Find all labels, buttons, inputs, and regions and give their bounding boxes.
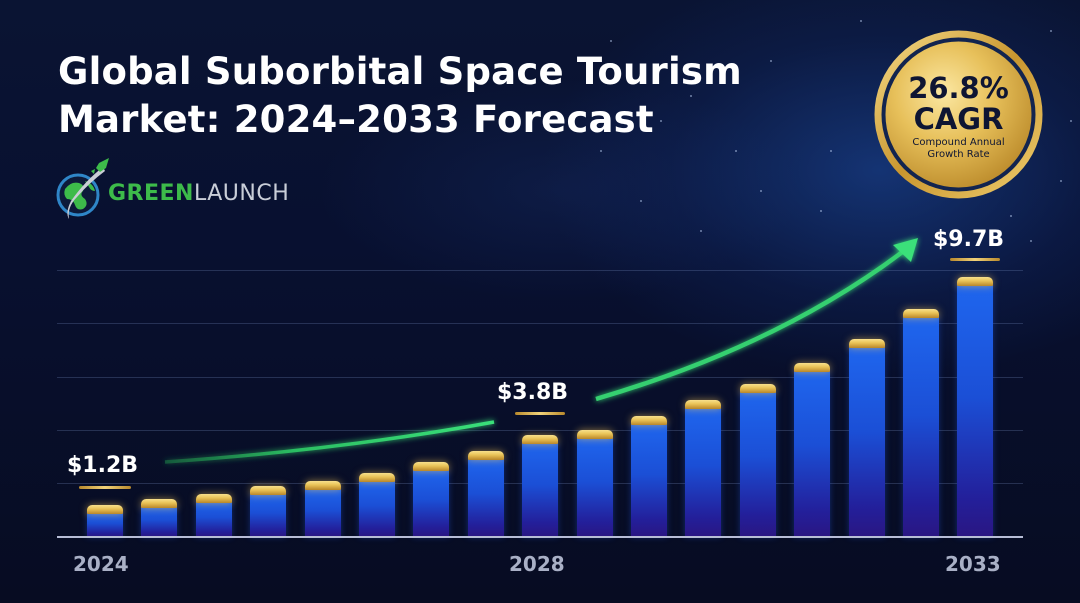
star — [600, 150, 602, 152]
star — [820, 210, 822, 212]
logo-text-green: GREEN — [108, 181, 194, 206]
bar — [359, 473, 395, 537]
star — [1070, 120, 1072, 122]
bar-gold-cap — [631, 416, 667, 425]
bar-gold-cap — [141, 499, 177, 508]
bar-body — [359, 480, 395, 537]
bar-body — [468, 458, 504, 537]
bar-gold-cap — [794, 363, 830, 372]
bar-gold-cap — [196, 494, 232, 503]
bar-body — [413, 469, 449, 537]
title-line-2: Market: 2024–2033 Forecast — [58, 98, 654, 141]
bar-body — [685, 407, 721, 537]
bar — [903, 309, 939, 537]
value-label-2028: $3.8B — [497, 380, 569, 405]
bar-gold-cap — [468, 451, 504, 460]
gridline — [57, 270, 1023, 271]
star — [1050, 30, 1052, 32]
bar — [196, 494, 232, 537]
star — [1010, 215, 1012, 217]
bar — [631, 416, 667, 537]
bar-gold-cap — [305, 481, 341, 490]
value-underline — [79, 486, 131, 489]
gridline — [57, 430, 1023, 431]
x-axis-baseline — [57, 536, 1023, 538]
bar-gold-cap — [903, 309, 939, 318]
bar-gold-cap — [849, 339, 885, 348]
logo-text-gray: LAUNCH — [193, 181, 290, 206]
title-line-1: Global Suborbital Space Tourism — [58, 50, 742, 93]
star — [1030, 240, 1032, 242]
bar-gold-cap — [413, 462, 449, 471]
star — [700, 230, 702, 232]
bar-gold-cap — [522, 435, 558, 444]
bar-body — [577, 437, 613, 537]
gridline — [57, 323, 1023, 324]
bar-body — [631, 423, 667, 537]
value-underline — [950, 258, 1000, 261]
value-label-2033: $9.7B — [933, 227, 1005, 252]
bar — [577, 430, 613, 537]
bar-body — [87, 512, 123, 537]
gridline — [57, 377, 1023, 378]
bar — [522, 435, 558, 537]
gold-medal-icon — [874, 30, 1043, 199]
star — [1060, 180, 1062, 182]
star — [770, 60, 772, 62]
star — [610, 40, 612, 42]
bar — [849, 339, 885, 537]
bar-gold-cap — [740, 384, 776, 393]
bar-body — [250, 493, 286, 537]
bar-body — [794, 370, 830, 537]
bar — [794, 363, 830, 537]
cagr-label: CAGR — [913, 102, 1004, 136]
bar-body — [196, 501, 232, 537]
x-tick-2033: 2033 — [945, 552, 1001, 576]
bar-body — [305, 488, 341, 537]
star — [690, 95, 692, 97]
bar-gold-cap — [250, 486, 286, 495]
greenlaunch-logo: GREENLAUNCH — [55, 157, 315, 229]
bar — [740, 384, 776, 537]
bar — [141, 499, 177, 537]
cagr-badge: 26.8% CAGR Compound Annual Growth Rate — [873, 29, 1044, 200]
star — [640, 200, 642, 202]
bar-gold-cap — [685, 400, 721, 409]
bar — [685, 400, 721, 537]
star — [760, 190, 762, 192]
x-tick-2024: 2024 — [73, 552, 129, 576]
star — [660, 120, 662, 122]
bar — [305, 481, 341, 537]
page-title: Global Suborbital Space Tourism Market: … — [58, 48, 818, 144]
star — [830, 150, 832, 152]
bar-gold-cap — [957, 277, 993, 286]
badge-text: 26.8% CAGR Compound Annual Growth Rate — [873, 29, 1044, 200]
cagr-value: 26.8% — [908, 71, 1009, 105]
bar — [957, 277, 993, 537]
cagr-subtitle: Compound Annual Growth Rate — [912, 137, 1005, 160]
bar-body — [522, 442, 558, 537]
bar — [250, 486, 286, 537]
bar-body — [957, 284, 993, 537]
bar-body — [903, 316, 939, 537]
star — [735, 150, 737, 152]
bar-body — [740, 391, 776, 537]
star — [940, 235, 942, 237]
bar — [413, 462, 449, 537]
logo-wordmark: GREENLAUNCH — [108, 181, 289, 206]
bar-body — [849, 346, 885, 537]
bar-gold-cap — [87, 505, 123, 514]
bar-gold-cap — [359, 473, 395, 482]
star — [860, 20, 862, 22]
x-tick-2028: 2028 — [509, 552, 565, 576]
bar-gold-cap — [577, 430, 613, 439]
bar-body — [141, 506, 177, 537]
bar — [468, 451, 504, 537]
globe-rocket-icon — [56, 158, 109, 219]
value-underline — [515, 412, 565, 415]
bar — [87, 505, 123, 537]
value-label-2024: $1.2B — [67, 453, 139, 478]
